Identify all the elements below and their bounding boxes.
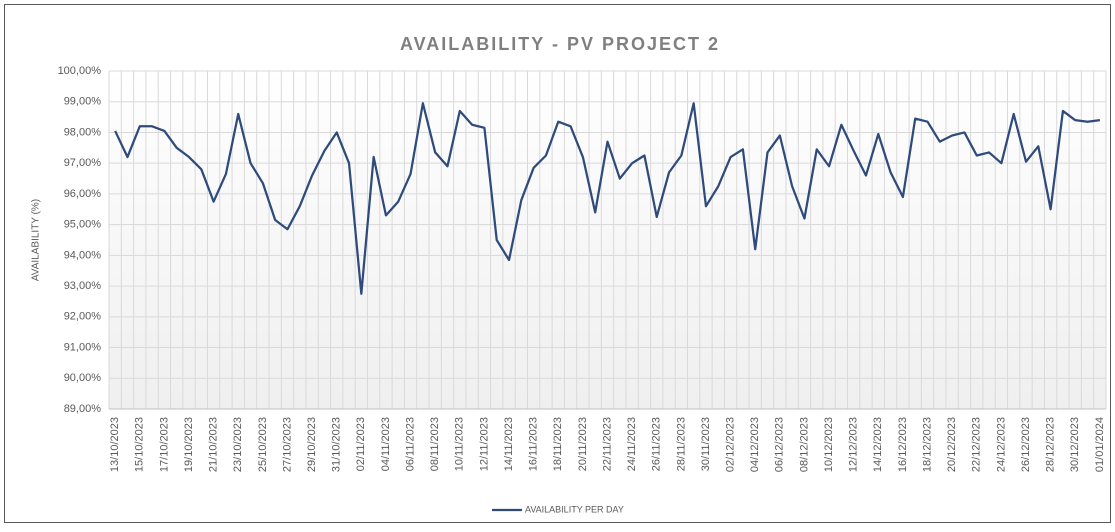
x-tick-label: 16/11/2023 <box>528 417 540 471</box>
x-tick-label: 06/12/2023 <box>774 417 786 472</box>
y-axis-label: AVAILABILITY (%) <box>31 199 42 281</box>
x-tick-label: 19/10/2023 <box>183 417 195 472</box>
x-tick-label: 10/11/2023 <box>454 417 466 471</box>
x-tick-label: 12/12/2023 <box>848 417 860 472</box>
x-tick-label: 26/11/2023 <box>651 417 663 471</box>
x-tick-label: 23/10/2023 <box>232 417 244 472</box>
x-tick-label: 20/12/2023 <box>946 417 958 472</box>
x-tick-label: 04/11/2023 <box>380 417 392 471</box>
x-tick-label: 28/11/2023 <box>675 417 687 471</box>
x-tick-label: 08/12/2023 <box>798 417 810 472</box>
x-tick-label: 04/12/2023 <box>749 417 761 472</box>
y-tick-label: 91,00% <box>64 341 102 353</box>
x-tick-label: 08/11/2023 <box>429 417 441 471</box>
x-tick-label: 12/11/2023 <box>478 417 490 471</box>
x-tick-label: 17/10/2023 <box>158 417 170 472</box>
x-tick-label: 29/10/2023 <box>306 417 318 472</box>
x-tick-label: 16/12/2023 <box>897 417 909 472</box>
y-tick-label: 99,00% <box>64 96 102 108</box>
legend-label: AVAILABILITY PER DAY <box>525 504 624 514</box>
y-tick-label: 89,00% <box>64 403 102 415</box>
y-tick-label: 95,00% <box>64 219 102 231</box>
y-tick-label: 92,00% <box>64 311 102 323</box>
x-tick-label: 18/12/2023 <box>921 417 933 472</box>
x-tick-label: 31/10/2023 <box>331 417 343 472</box>
x-tick-label: 10/12/2023 <box>823 417 835 472</box>
x-tick-label: 21/10/2023 <box>208 417 220 472</box>
x-tick-label: 25/10/2023 <box>257 417 269 472</box>
x-tick-label: 24/12/2023 <box>995 417 1007 472</box>
x-tick-label: 13/10/2023 <box>109 417 121 472</box>
x-tick-label: 01/01/2024 <box>1094 417 1106 472</box>
chart-title: AVAILABILITY - PV PROJECT 2 <box>400 34 720 54</box>
x-tick-label: 02/12/2023 <box>724 417 736 472</box>
x-tick-label: 22/11/2023 <box>601 417 613 471</box>
y-tick-label: 98,00% <box>64 126 102 138</box>
x-tick-label: 24/11/2023 <box>626 417 638 471</box>
x-tick-label: 15/10/2023 <box>134 417 146 472</box>
y-tick-label: 93,00% <box>64 280 102 292</box>
series-line <box>114 102 1100 295</box>
x-tick-label: 28/12/2023 <box>1045 417 1057 472</box>
y-tick-label: 90,00% <box>64 372 102 384</box>
x-tick-label: 20/11/2023 <box>577 417 589 471</box>
x-tick-label: 02/11/2023 <box>355 417 367 471</box>
x-tick-label: 30/11/2023 <box>700 417 712 471</box>
x-tick-label: 06/11/2023 <box>404 417 416 471</box>
y-tick-label: 100,00% <box>58 65 102 77</box>
x-tick-label: 14/11/2023 <box>503 417 515 471</box>
x-tick-label: 22/12/2023 <box>971 417 983 472</box>
y-tick-label: 96,00% <box>64 188 102 200</box>
x-tick-label: 26/12/2023 <box>1020 417 1032 472</box>
plot-area <box>109 71 1106 409</box>
x-tick-label: 27/10/2023 <box>281 417 293 472</box>
x-tick-label: 14/12/2023 <box>872 417 884 472</box>
y-tick-label: 94,00% <box>64 249 102 261</box>
x-tick-label: 18/11/2023 <box>552 417 564 471</box>
x-tick-label: 30/12/2023 <box>1069 417 1081 472</box>
y-tick-label: 97,00% <box>64 157 102 169</box>
